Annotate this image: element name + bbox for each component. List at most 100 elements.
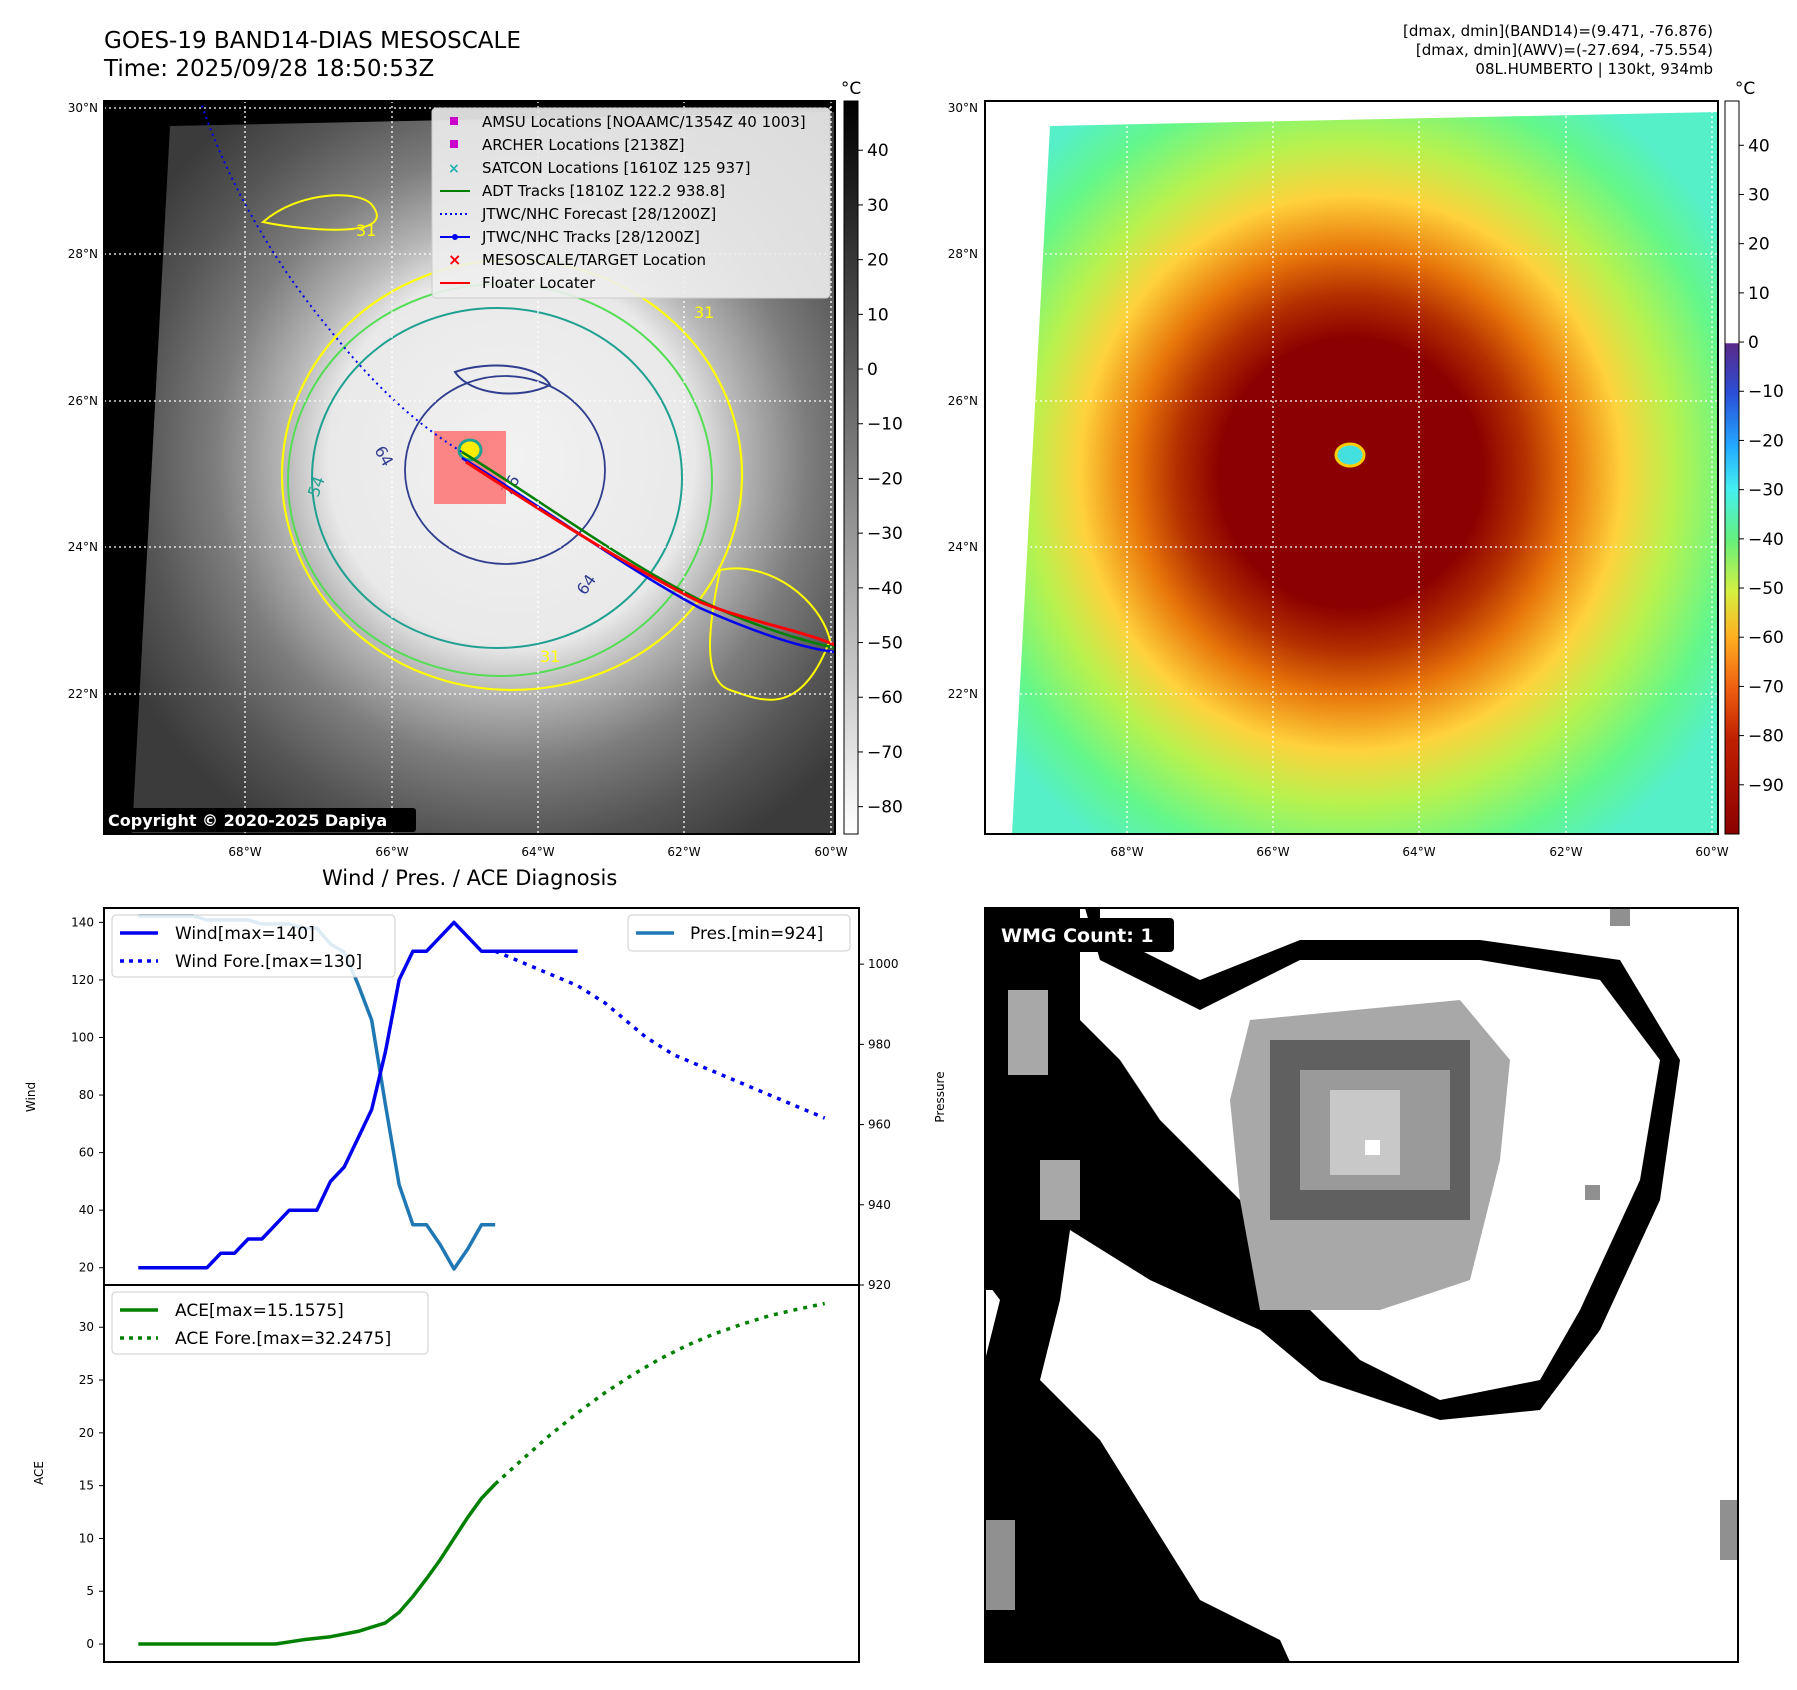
archer-marker-icon bbox=[450, 140, 458, 148]
copyright-text: Copyright © 2020-2025 Dapiya bbox=[108, 811, 387, 830]
awv-colorbar-tick-label: 0 bbox=[1748, 333, 1759, 353]
legend-wind: Wind[max=140] bbox=[175, 924, 315, 944]
ir-colorbar-tick-label: 0 bbox=[867, 360, 878, 380]
ace-legend: ACE[max=15.1575] ACE Fore.[max=32.2475] bbox=[111, 1291, 429, 1355]
ir-colorbar-tick-label: 40 bbox=[867, 141, 889, 161]
wind-axis-tick-label: 40 bbox=[79, 1203, 94, 1217]
legend-amsu: AMSU Locations [NOAAMC/1354Z 40 1003] bbox=[482, 113, 806, 131]
wind-forecast-line bbox=[494, 949, 826, 1120]
awv-colorbar-tick-label: −30 bbox=[1748, 481, 1784, 501]
awv-colorbar-bar bbox=[1724, 100, 1740, 835]
ir-legend: AMSU Locations [NOAAMC/1354Z 40 1003] AR… bbox=[431, 107, 831, 299]
awv-colorbar-tick-label: 20 bbox=[1748, 235, 1770, 255]
contour-navy-north-band bbox=[453, 364, 552, 395]
wind-legend-box bbox=[111, 914, 396, 978]
wmg-pixel-map bbox=[985, 908, 1738, 1662]
pressure-axis-tick-label: 920 bbox=[868, 1278, 891, 1292]
contour-teal bbox=[311, 307, 683, 649]
awv-lon-label-62w: 62°W bbox=[1549, 845, 1582, 859]
ir-lat-label-26n: 26°N bbox=[68, 394, 98, 408]
ir-colorbar-tick-label: −80 bbox=[867, 798, 903, 818]
contour-yellow-southeast bbox=[709, 567, 832, 701]
ir-lon-label-60w: 60°W bbox=[814, 845, 847, 859]
wmg-gray-patch-sw bbox=[985, 1520, 1015, 1610]
nhc-track-line bbox=[461, 456, 835, 654]
ace-axis-label: ACE bbox=[32, 1461, 46, 1485]
ace-axis-tick-label: 20 bbox=[79, 1426, 94, 1440]
page-title: GOES-19 BAND14-DIAS MESOSCALE Time: 2025… bbox=[104, 27, 521, 83]
awv-lat-label-22n: 22°N bbox=[948, 687, 978, 701]
wind-axis-tick-label: 60 bbox=[79, 1146, 94, 1160]
wind-axis-tick-label: 80 bbox=[79, 1088, 94, 1102]
contour-label-31-south: 31 bbox=[540, 647, 560, 666]
awv-colorbar: °C 40 30 20 10 0 −10 −20 −30 −40 −50 −60 −70 −80 −90 bbox=[1724, 79, 1784, 835]
legend-archer: ARCHER Locations [2138Z] bbox=[482, 136, 685, 154]
awv-image-swath bbox=[1012, 112, 1718, 834]
ir-colorbar-unit: °C bbox=[841, 79, 861, 99]
pressure-axis-ticks: 920 940 960 980 1000 bbox=[859, 957, 899, 1292]
ir-colorbar-ticks: 40 30 20 10 0 −10 −20 −30 −40 −50 −60 −70 −80 bbox=[858, 141, 903, 818]
title-line-1: GOES-19 BAND14-DIAS MESOSCALE bbox=[104, 28, 521, 54]
wind-pressure-chart: 20 40 60 80 100 120 140 920 940 960 980 1000 Wind … bbox=[24, 907, 947, 1292]
awv-colorbar-tick-label: −40 bbox=[1748, 530, 1784, 550]
ir-colorbar-tick-label: −20 bbox=[867, 469, 903, 489]
wmg-gray-patch-west2 bbox=[1040, 1160, 1080, 1220]
ir-colorbar-tick-label: −70 bbox=[867, 743, 903, 763]
floater-track-line bbox=[465, 460, 835, 647]
contour-navy bbox=[404, 375, 606, 565]
ace-axis-tick-label: 30 bbox=[79, 1320, 94, 1334]
wmg-gray-top bbox=[1610, 908, 1630, 926]
contour-label-31-east: 31 bbox=[694, 303, 714, 322]
target-x-icon: × bbox=[448, 250, 461, 269]
awv-gridlines bbox=[985, 101, 1718, 834]
track-dot-icon bbox=[452, 234, 458, 240]
ace-axis-tick-label: 10 bbox=[79, 1531, 94, 1545]
wmg-gray-dot bbox=[1585, 1185, 1600, 1200]
ir-colorbar-tick-label: −30 bbox=[867, 524, 903, 544]
ir-colorbar-tick-label: −40 bbox=[867, 579, 903, 599]
wind-axis-label: Wind bbox=[24, 1082, 38, 1112]
ir-colorbar-tick-label: 20 bbox=[867, 251, 889, 271]
awv-colorbar-ticks: 40 30 20 10 0 −10 −20 −30 −40 −50 −60 −70 −80 −90 bbox=[1739, 136, 1784, 796]
awv-lat-label-24n: 24°N bbox=[948, 540, 978, 554]
forecast-track-line bbox=[199, 101, 463, 453]
awv-eye bbox=[1334, 442, 1366, 468]
wmg-gray-patch-se bbox=[1720, 1500, 1738, 1560]
ir-map-panel: 31 31 31 54 64 64 76 30°N bbox=[68, 79, 903, 859]
legend-satcon: SATCON Locations [1610Z 125 937] bbox=[482, 159, 750, 177]
ir-lon-label-62w: 62°W bbox=[667, 845, 700, 859]
ace-axis-tick-label: 15 bbox=[79, 1479, 94, 1493]
wind-legend: Wind[max=140] Wind Fore.[max=130] bbox=[111, 914, 396, 978]
awv-map-panel: 30°N 28°N 26°N 24°N 22°N 68°W 66°W 64°W … bbox=[948, 79, 1784, 859]
wmg-core-center bbox=[1330, 1090, 1400, 1175]
band14-range: [dmax, dmin](BAND14)=(9.471, -76.876) bbox=[1402, 22, 1713, 40]
amsu-marker-icon bbox=[450, 117, 458, 125]
wmg-count-text: WMG Count: 1 bbox=[1001, 925, 1154, 947]
ace-axis-ticks: 0 5 10 15 20 25 30 bbox=[79, 1320, 104, 1651]
satcon-x-icon: × bbox=[448, 161, 460, 177]
pressure-legend: Pres.[min=924] bbox=[627, 914, 851, 952]
ir-legend-box bbox=[431, 107, 831, 299]
awv-colorbar-tick-label: −20 bbox=[1748, 431, 1784, 451]
ace-axis-tick-label: 25 bbox=[79, 1373, 94, 1387]
awv-colorbar-tick-label: −90 bbox=[1748, 776, 1784, 796]
awv-lon-label-68w: 68°W bbox=[1110, 845, 1143, 859]
wind-axis-tick-label: 100 bbox=[71, 1031, 94, 1045]
legend-tracks: JTWC/NHC Tracks [28/1200Z] bbox=[481, 228, 700, 246]
awv-colorbar-tick-label: −50 bbox=[1748, 579, 1784, 599]
ir-map-frame bbox=[103, 100, 836, 835]
ir-lon-label-68w: 68°W bbox=[228, 845, 261, 859]
diagnosis-title: Wind / Pres. / ACE Diagnosis bbox=[322, 866, 618, 890]
ir-lon-label-64w: 64°W bbox=[521, 845, 554, 859]
storm-info: 08L.HUMBERTO | 130kt, 934mb bbox=[1475, 60, 1713, 78]
awv-colorbar-tick-label: −60 bbox=[1748, 628, 1784, 648]
awv-colorbar-tick-label: 30 bbox=[1748, 185, 1770, 205]
ir-lat-label-22n: 22°N bbox=[68, 687, 98, 701]
ir-lat-labels: 30°N 28°N 26°N 24°N 22°N bbox=[68, 101, 98, 701]
awv-lon-label-66w: 66°W bbox=[1256, 845, 1289, 859]
wmg-gray-patch-west bbox=[1008, 990, 1048, 1075]
legend-adt: ADT Tracks [1810Z 122.2 938.8] bbox=[482, 182, 725, 200]
ir-colorbar-tick-label: 30 bbox=[867, 196, 889, 216]
awv-lon-label-64w: 64°W bbox=[1402, 845, 1435, 859]
